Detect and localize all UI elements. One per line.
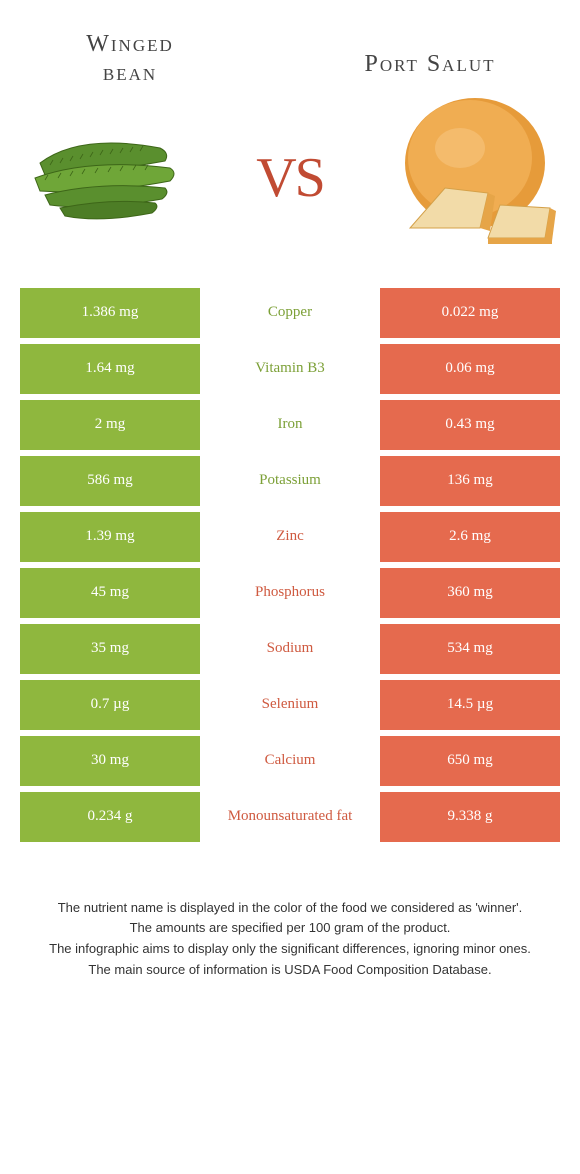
header: Winged bean Port Salut (0, 0, 580, 88)
table-row: 1.64 mgVitamin B30.06 mg (20, 344, 560, 394)
nutrient-name: Iron (200, 400, 380, 450)
left-food-title-line2: bean (103, 60, 157, 86)
left-value: 1.386 mg (20, 288, 200, 338)
left-value: 586 mg (20, 456, 200, 506)
right-value: 0.43 mg (380, 400, 560, 450)
left-value: 1.39 mg (20, 512, 200, 562)
nutrient-name: Vitamin B3 (200, 344, 380, 394)
table-row: 586 mgPotassium136 mg (20, 456, 560, 506)
table-row: 45 mgPhosphorus360 mg (20, 568, 560, 618)
footer-line: The nutrient name is displayed in the co… (30, 898, 550, 919)
footer-line: The infographic aims to display only the… (30, 939, 550, 960)
left-food-image (20, 98, 210, 258)
footer-line: The main source of information is USDA F… (30, 960, 550, 981)
footer-notes: The nutrient name is displayed in the co… (0, 848, 580, 981)
nutrient-name: Zinc (200, 512, 380, 562)
left-value: 1.64 mg (20, 344, 200, 394)
right-value: 2.6 mg (380, 512, 560, 562)
table-row: 0.234 gMonounsaturated fat9.338 g (20, 792, 560, 842)
right-value: 0.022 mg (380, 288, 560, 338)
left-value: 2 mg (20, 400, 200, 450)
right-food-title: Port Salut (320, 30, 540, 79)
right-value: 534 mg (380, 624, 560, 674)
vs-label: VS (256, 146, 324, 210)
winged-bean-icon (20, 103, 210, 253)
right-food-image (370, 98, 560, 258)
left-food-title-line1: Winged (86, 31, 174, 57)
left-value: 0.7 µg (20, 680, 200, 730)
left-food-title: Winged bean (40, 30, 220, 88)
table-row: 30 mgCalcium650 mg (20, 736, 560, 786)
table-row: 1.39 mgZinc2.6 mg (20, 512, 560, 562)
nutrient-name: Phosphorus (200, 568, 380, 618)
right-value: 9.338 g (380, 792, 560, 842)
left-value: 35 mg (20, 624, 200, 674)
images-row: VS (0, 88, 580, 288)
left-value: 0.234 g (20, 792, 200, 842)
right-value: 136 mg (380, 456, 560, 506)
table-row: 35 mgSodium534 mg (20, 624, 560, 674)
nutrient-name: Copper (200, 288, 380, 338)
nutrient-name: Monounsaturated fat (200, 792, 380, 842)
table-row: 1.386 mgCopper0.022 mg (20, 288, 560, 338)
left-value: 30 mg (20, 736, 200, 786)
left-value: 45 mg (20, 568, 200, 618)
nutrient-name: Sodium (200, 624, 380, 674)
table-row: 2 mgIron0.43 mg (20, 400, 560, 450)
nutrient-table: 1.386 mgCopper0.022 mg1.64 mgVitamin B30… (20, 288, 560, 842)
table-row: 0.7 µgSelenium14.5 µg (20, 680, 560, 730)
right-value: 0.06 mg (380, 344, 560, 394)
port-salut-icon (370, 93, 560, 263)
footer-line: The amounts are specified per 100 gram o… (30, 918, 550, 939)
right-value: 360 mg (380, 568, 560, 618)
right-value: 650 mg (380, 736, 560, 786)
nutrient-name: Calcium (200, 736, 380, 786)
right-value: 14.5 µg (380, 680, 560, 730)
nutrient-name: Selenium (200, 680, 380, 730)
nutrient-name: Potassium (200, 456, 380, 506)
